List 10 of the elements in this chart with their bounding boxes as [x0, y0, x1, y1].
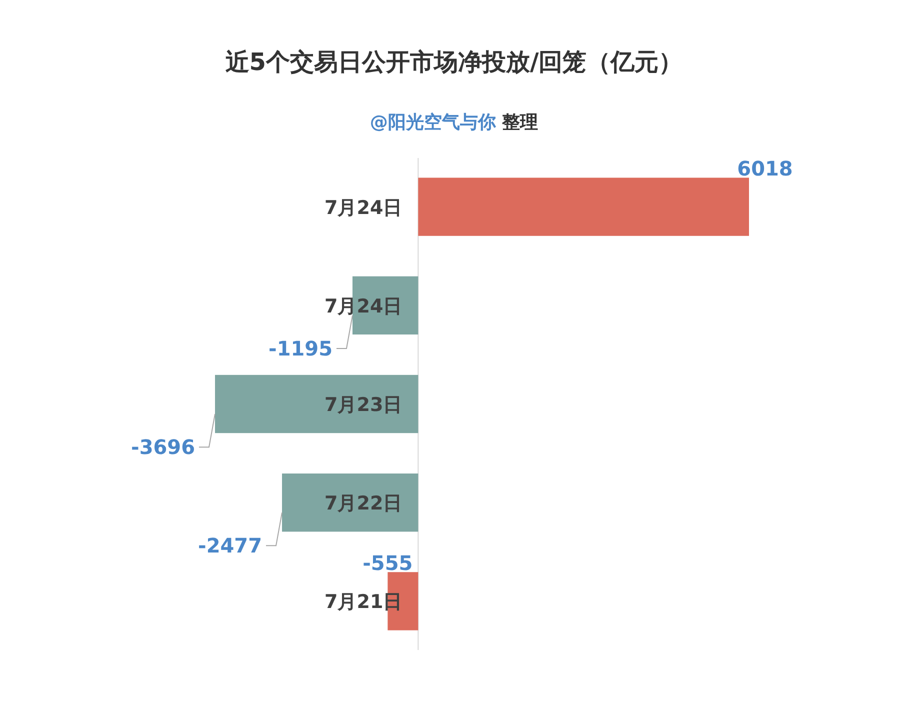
y-tick-label: 7月22日 [324, 492, 402, 515]
data-label: 6018 [737, 156, 793, 181]
data-label: -1195 [268, 336, 332, 360]
chart-subtitle: @阳光空气与你 整理 [370, 112, 538, 133]
y-tick-label: 7月24日 [324, 196, 402, 219]
data-label: -555 [362, 551, 413, 576]
data-label: -3696 [131, 435, 195, 460]
chart-title: 近5个交易日公开市场净投放/回笼（亿元） [225, 48, 683, 76]
y-tick-label: 7月23日 [324, 394, 402, 416]
data-label: -2477 [198, 534, 262, 558]
